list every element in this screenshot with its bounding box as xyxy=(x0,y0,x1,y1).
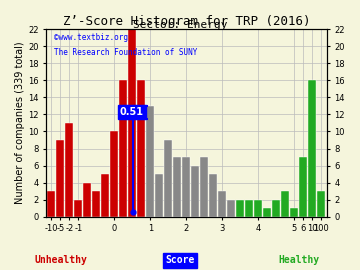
Bar xyxy=(75,200,82,217)
Bar xyxy=(174,157,181,217)
Bar xyxy=(317,191,325,217)
Bar xyxy=(156,174,163,217)
Bar xyxy=(48,191,55,217)
Bar xyxy=(120,80,127,217)
Bar xyxy=(165,140,172,217)
Y-axis label: Number of companies (339 total): Number of companies (339 total) xyxy=(15,42,25,204)
Bar xyxy=(281,191,289,217)
Bar xyxy=(183,157,190,217)
Bar xyxy=(254,200,262,217)
Text: ©www.textbiz.org: ©www.textbiz.org xyxy=(54,33,128,42)
Bar xyxy=(299,157,307,217)
Text: The Research Foundation of SUNY: The Research Foundation of SUNY xyxy=(54,48,198,57)
Bar xyxy=(290,208,298,217)
Bar xyxy=(66,123,73,217)
Bar xyxy=(191,166,199,217)
Bar xyxy=(138,80,145,217)
Bar xyxy=(147,106,154,217)
Bar xyxy=(209,174,217,217)
Title: Z’-Score Histogram for TRP (2016): Z’-Score Histogram for TRP (2016) xyxy=(63,15,310,28)
Bar xyxy=(236,200,244,217)
Text: Unhealthy: Unhealthy xyxy=(35,255,87,265)
Text: Score: Score xyxy=(165,255,195,265)
Bar xyxy=(272,200,280,217)
Bar xyxy=(129,29,136,217)
Bar xyxy=(102,174,109,217)
Text: Sector: Energy: Sector: Energy xyxy=(133,20,227,30)
Bar xyxy=(308,80,316,217)
Bar xyxy=(57,140,64,217)
Bar xyxy=(227,200,235,217)
Bar xyxy=(245,200,253,217)
Bar xyxy=(111,131,118,217)
Bar xyxy=(93,191,100,217)
Text: Healthy: Healthy xyxy=(278,255,319,265)
Bar xyxy=(84,183,91,217)
Bar xyxy=(218,191,226,217)
Text: 0.51: 0.51 xyxy=(120,107,144,117)
Bar xyxy=(263,208,271,217)
Bar xyxy=(200,157,208,217)
